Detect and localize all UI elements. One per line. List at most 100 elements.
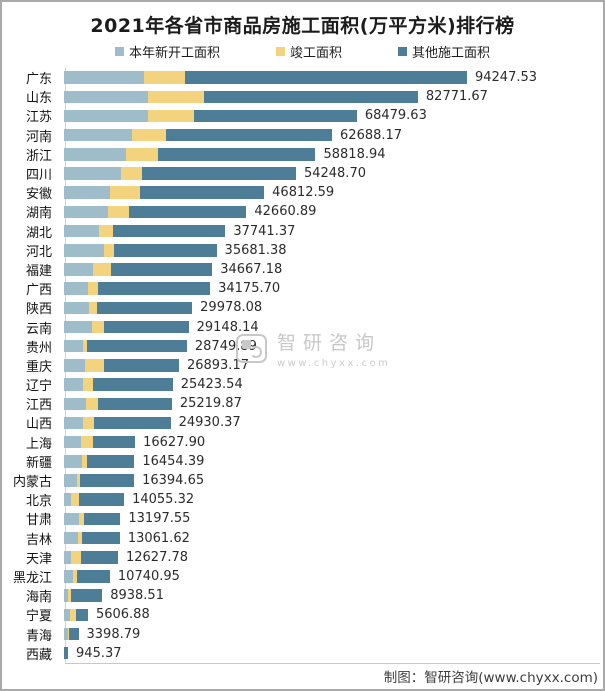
value-label: 29148.14 — [196, 319, 259, 335]
bar-track — [64, 167, 296, 180]
bar-segment-other — [80, 551, 118, 564]
chart-row: 西藏 945.37 — [2, 644, 603, 663]
chart-row: 广东 94247.53 — [2, 68, 603, 87]
bar-segment-completed — [73, 570, 78, 583]
value-label: 16627.90 — [143, 434, 206, 450]
chart-row: 重庆 26893.17 — [2, 356, 603, 375]
chart-row: 天津 12627.78 — [2, 548, 603, 567]
bar-segment-other — [194, 109, 357, 123]
bar-segment-completed — [70, 551, 81, 564]
bar-track — [64, 224, 226, 238]
legend-swatch-icon — [398, 47, 407, 56]
bar-track — [64, 416, 171, 430]
bar-segment-other — [97, 282, 211, 295]
category-label: 湖南 — [25, 206, 52, 222]
category-label: 陕西 — [25, 302, 52, 318]
category-label: 浙江 — [25, 148, 52, 164]
chart-row: 甘肃 13197.55 — [2, 509, 603, 528]
legend: 本年新开工面积 竣工面积 其他施工面积 — [2, 42, 603, 61]
bar-segment-other — [113, 224, 226, 238]
bar-segment-new-start — [64, 435, 81, 449]
bar-track — [64, 263, 213, 276]
value-label: 16454.39 — [142, 453, 205, 469]
chart-row: 内蒙古 16394.65 — [2, 471, 603, 490]
bar-segment-new-start — [64, 397, 86, 411]
bar-segment-other — [166, 128, 333, 142]
bar-segment-completed — [89, 301, 98, 315]
bar-segment-other — [142, 167, 296, 180]
bar-segment-new-start — [64, 128, 133, 142]
bar-segment-completed — [99, 224, 114, 238]
bar-segment-new-start — [64, 205, 109, 219]
bar-segment-new-start — [64, 339, 83, 353]
bar-segment-completed — [148, 109, 195, 123]
bar-segment-new-start — [64, 167, 122, 180]
category-label: 江苏 — [25, 110, 52, 126]
bar-segment-completed — [82, 339, 87, 353]
bar-segment-new-start — [64, 224, 100, 238]
category-label: 新疆 — [25, 455, 52, 471]
category-label: 宁夏 — [25, 609, 52, 625]
value-label: 16394.65 — [142, 473, 205, 489]
bar-segment-other — [79, 493, 125, 506]
bar-segment-other — [157, 148, 316, 161]
category-label: 山西 — [25, 417, 52, 433]
bar-segment-other — [103, 359, 179, 372]
category-label: 河北 — [25, 244, 52, 260]
bar-segment-new-start — [64, 551, 71, 564]
category-label: 安徽 — [25, 187, 52, 203]
category-label: 内蒙古 — [12, 475, 52, 491]
chart-row: 吉林 13061.62 — [2, 529, 603, 548]
bar-segment-completed — [70, 493, 80, 506]
value-label: 58818.94 — [323, 146, 386, 162]
bar-segment-completed — [78, 531, 82, 545]
bar-track — [64, 282, 211, 295]
bar-segment-other — [139, 186, 265, 199]
bar-track — [64, 148, 316, 161]
legend-label: 本年新开工面积 — [128, 46, 220, 61]
chart-row: 上海 16627.90 — [2, 433, 603, 452]
bar-segment-new-start — [64, 589, 69, 602]
bar-segment-other — [86, 455, 135, 468]
category-label: 西藏 — [25, 647, 52, 663]
value-label: 54248.70 — [303, 166, 366, 182]
bar-segment-completed — [67, 627, 69, 641]
bar-track — [64, 339, 187, 353]
bar-segment-other — [114, 244, 217, 257]
category-label: 贵州 — [25, 340, 52, 356]
bar-track — [64, 570, 110, 583]
bar-segment-new-start — [64, 474, 77, 487]
category-label: 广西 — [25, 283, 52, 299]
plot-area: 广东 94247.53 山东 82771.67 江苏 68479.63 河南 62688.17… — [2, 68, 603, 663]
bar-track — [64, 646, 69, 660]
value-label: 5606.88 — [95, 607, 150, 623]
bar-segment-other — [81, 531, 120, 545]
bar-track — [64, 90, 418, 104]
bar-track — [64, 474, 135, 487]
bar-segment-other — [97, 397, 172, 411]
chart-row: 安徽 46812.59 — [2, 183, 603, 202]
bar-segment-completed — [80, 435, 93, 449]
chart-row: 黑龙江 10740.95 — [2, 567, 603, 586]
chart-row: 江西 25219.87 — [2, 394, 603, 413]
bar-track — [64, 301, 193, 315]
bar-segment-other — [92, 435, 136, 449]
value-label: 34175.70 — [218, 281, 281, 297]
chart-row: 云南 29148.14 — [2, 317, 603, 337]
chart-row: 陕西 29978.08 — [2, 298, 603, 317]
bar-segment-other — [185, 71, 467, 84]
bar-track — [64, 71, 467, 84]
bar-segment-other — [129, 205, 247, 219]
bar-segment-other — [80, 474, 135, 487]
category-label: 湖北 — [25, 225, 52, 241]
bar-segment-other — [84, 512, 121, 526]
value-label: 46812.59 — [272, 185, 335, 201]
category-label: 江西 — [25, 398, 52, 414]
bar-segment-completed — [69, 608, 76, 622]
legend-swatch-icon — [114, 47, 124, 56]
value-label: 37741.37 — [233, 223, 296, 239]
category-label: 四川 — [25, 168, 52, 184]
bar-segment-other — [94, 416, 171, 430]
chart-row: 河北 35681.38 — [2, 241, 603, 260]
value-label: 42660.89 — [254, 204, 317, 220]
